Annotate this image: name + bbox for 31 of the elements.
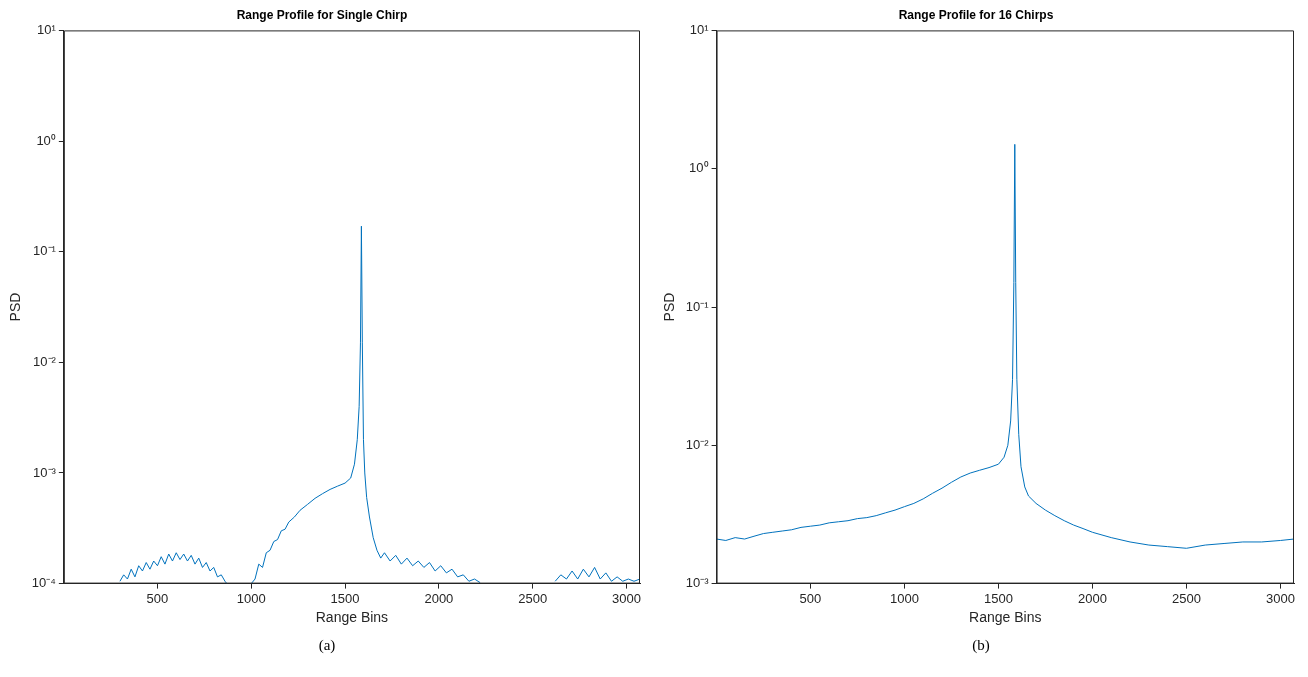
x-tick-label: 2000: [424, 590, 454, 606]
y-tick-label: 10¹: [37, 21, 57, 37]
x-tick-label: 1500: [330, 590, 360, 606]
y-tick-label: 10⁻²: [33, 353, 57, 369]
text: (b): [971, 637, 991, 654]
x-tick-label: 3000: [612, 590, 641, 606]
chart-title: Range Profile for Single Chirp: [236, 7, 408, 22]
text: (a): [317, 637, 337, 654]
y-tick-label: 10⁰: [36, 132, 56, 148]
y-tick-label: 10⁻³: [685, 575, 710, 591]
y-tick-label: 10⁻⁴: [31, 575, 56, 591]
x-tick-label: 2500: [518, 590, 548, 606]
x-tick-label: 1000: [236, 590, 266, 606]
x-tick-label: 500: [146, 590, 169, 606]
y-tick-label: 10⁻¹: [33, 243, 57, 259]
x-tick-label: 2000: [1077, 590, 1107, 606]
x-tick-label: 500: [799, 590, 822, 606]
y-tick-label: 10⁻¹: [685, 298, 710, 314]
chart-title: Range Profile for 16 Chirps: [898, 7, 1054, 22]
y-tick-label: 10⁻³: [33, 464, 57, 480]
x-tick-label: 2500: [1171, 590, 1201, 606]
x-axis-title: Range Bins: [969, 609, 1042, 626]
y-tick-label: 10¹: [689, 21, 710, 37]
x-tick-label: 3000: [1266, 590, 1295, 606]
x-axis-title: Range Bins: [315, 609, 389, 626]
x-tick-label: 1500: [983, 590, 1013, 606]
x-tick-label: 1000: [889, 590, 919, 606]
y-axis-title: PSD: [7, 292, 24, 322]
y-tick-label: 10⁻²: [685, 436, 710, 452]
y-axis-title: PSD: [661, 292, 678, 322]
y-tick-label: 10⁰: [689, 160, 709, 176]
